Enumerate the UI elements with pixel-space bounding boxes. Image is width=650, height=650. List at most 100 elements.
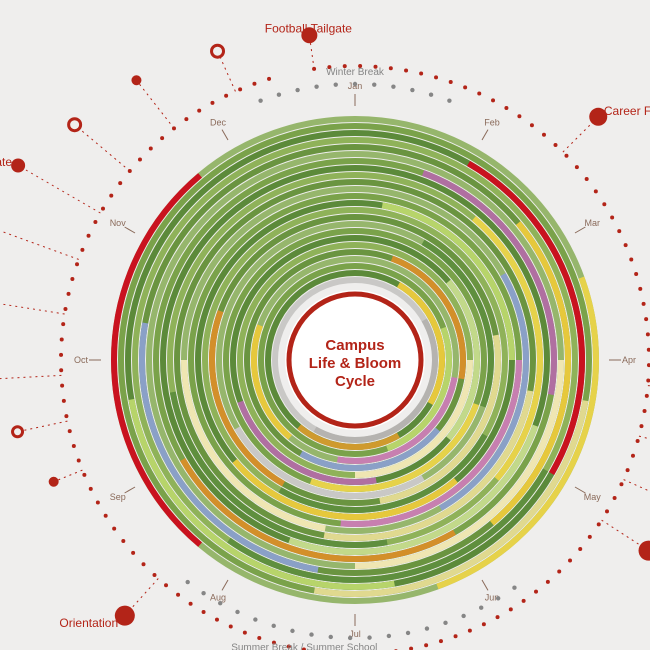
- break-ring-dot: [447, 98, 451, 102]
- event-ring-dot: [643, 409, 647, 413]
- break-ring-dot: [314, 84, 318, 88]
- event-node: [131, 75, 141, 85]
- break-ring-dot: [406, 631, 410, 635]
- event-ring-dot: [63, 307, 67, 311]
- event-ring-dot: [613, 496, 617, 500]
- event-ring-dot: [449, 80, 453, 84]
- event-ring-dot: [104, 514, 108, 518]
- break-ring-dot: [479, 605, 483, 609]
- event-ring-dot: [176, 593, 180, 597]
- break-ring-dot: [410, 88, 414, 92]
- event-node: [212, 45, 224, 57]
- event-ring-dot: [62, 399, 66, 403]
- break-ring-dot: [201, 591, 205, 595]
- event-ray: [0, 225, 79, 260]
- event-node: [639, 541, 650, 561]
- break-ring-dot: [253, 617, 257, 621]
- event-ring-dot: [546, 580, 550, 584]
- event-ring-dot: [564, 154, 568, 158]
- event-ring-dot: [439, 639, 443, 643]
- month-label: Apr: [622, 355, 636, 365]
- month-tick: [482, 580, 488, 590]
- event-ring-dot: [257, 636, 261, 640]
- event-ring-dot: [575, 165, 579, 169]
- event-label: Career Fairs: [604, 104, 650, 118]
- event-ring-dot: [72, 444, 76, 448]
- event-ring-dot: [109, 194, 113, 198]
- month-label: Sep: [110, 492, 126, 502]
- month-label: Mar: [585, 218, 601, 228]
- month-label: Feb: [484, 118, 500, 128]
- event-ring-dot: [644, 317, 648, 321]
- break-ring-dot: [461, 614, 465, 618]
- break-ring-dot: [277, 92, 281, 96]
- event-ring-dot: [542, 133, 546, 137]
- break-ring-dot: [258, 98, 262, 102]
- event-ring-dot: [454, 634, 458, 638]
- event-ray: [0, 299, 65, 314]
- event-ring-dot: [434, 75, 438, 79]
- event-ring-dot: [638, 287, 642, 291]
- event-ring-dot: [463, 85, 467, 89]
- event-ring-dot: [568, 559, 572, 563]
- event-ring-dot: [131, 551, 135, 555]
- event-ring-dot: [93, 220, 97, 224]
- event-ring-dot: [189, 602, 193, 606]
- event-ray: [18, 166, 100, 214]
- event-ring-dot: [504, 106, 508, 110]
- event-ring-dot: [409, 647, 413, 650]
- event-ring-dot: [610, 215, 614, 219]
- event-ring-dot: [210, 101, 214, 105]
- event-ring-dot: [619, 482, 623, 486]
- event-ring-dot: [96, 501, 100, 505]
- event-ring-dot: [215, 618, 219, 622]
- event-ring-dot: [68, 429, 72, 433]
- event-ring-dot: [138, 157, 142, 161]
- event-ring-dot: [645, 394, 649, 398]
- break-ring-dot: [295, 88, 299, 92]
- event-ring-dot: [639, 424, 643, 428]
- event-ring-dot: [522, 599, 526, 603]
- event-ring-dot: [59, 353, 63, 357]
- break-ring-dot: [425, 626, 429, 630]
- break-ring-dot: [367, 635, 371, 639]
- event-ray: [639, 436, 650, 446]
- break-ring-dot: [512, 586, 516, 590]
- event-ring-dot: [636, 439, 640, 443]
- event-ring-dot: [578, 547, 582, 551]
- event-ring-dot: [509, 607, 513, 611]
- month-tick: [482, 130, 488, 140]
- break-ring-dot: [329, 635, 333, 639]
- event-ring-dot: [629, 257, 633, 261]
- event-ray: [136, 80, 174, 128]
- break-ring-dot: [391, 84, 395, 88]
- event-ring-dot: [87, 234, 91, 238]
- break-ring-dot: [290, 629, 294, 633]
- event-ring-dot: [142, 562, 146, 566]
- event-ring-dot: [496, 615, 500, 619]
- break-ring-dot: [443, 621, 447, 625]
- event-ring-dot: [491, 98, 495, 102]
- break-ring-dot: [334, 82, 338, 86]
- break-ring-dot: [235, 610, 239, 614]
- event-ring-dot: [588, 535, 592, 539]
- event-ring-dot: [80, 248, 84, 252]
- event-ring-dot: [112, 527, 116, 531]
- event-ring-dot: [243, 631, 247, 635]
- event-ray: [75, 125, 130, 171]
- event-node: [11, 159, 25, 173]
- event-ring-dot: [477, 92, 481, 96]
- event-label: Football Tailgate: [0, 155, 12, 169]
- month-label: Nov: [110, 218, 127, 228]
- event-ring-dot: [517, 114, 521, 118]
- event-ring-dot: [82, 473, 86, 477]
- event-ring-dot: [530, 123, 534, 127]
- month-label: May: [584, 492, 602, 502]
- event-ring-dot: [594, 189, 598, 193]
- event-ring-dot: [89, 487, 93, 491]
- event-ring-dot: [70, 277, 74, 281]
- event-ring-dot: [534, 590, 538, 594]
- event-ring-dot: [238, 87, 242, 91]
- event-ring-dot: [602, 202, 606, 206]
- event-ring-dot: [626, 468, 630, 472]
